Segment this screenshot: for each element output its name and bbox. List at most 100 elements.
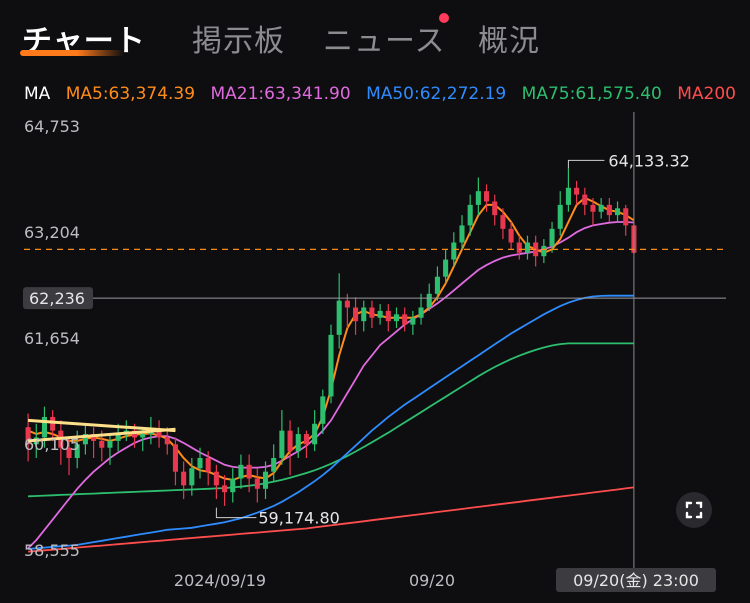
- candle-body: [181, 471, 187, 486]
- price-axis-label: 58,555: [24, 541, 80, 560]
- chart-labels: 64,753 63,204 61,654 60,105 58,555 2024/09/19…: [24, 117, 455, 590]
- candle-body: [557, 204, 563, 229]
- candle-body: [541, 245, 547, 257]
- candlestick-chart[interactable]: 62,236 64,133.32 59,174.80 09/20(金) 23:00 6…: [0, 112, 750, 603]
- candle-body: [475, 191, 481, 205]
- price-axis-label: 60,105: [24, 435, 80, 454]
- candle-body: [271, 457, 277, 472]
- high-annotation-line: [567, 159, 605, 169]
- candle-body: [295, 434, 301, 452]
- ma-legend-ma21: MA21:63,341.90: [210, 84, 351, 104]
- candle-body: [287, 430, 293, 452]
- candle-body: [246, 464, 252, 479]
- ma-legend-ma75: MA75:61,575.40: [521, 84, 662, 104]
- candle-body: [467, 204, 473, 226]
- ma-legend-prefix: MA: [24, 84, 51, 104]
- candle-body: [500, 215, 506, 229]
- candle-body: [385, 310, 391, 322]
- candle-body: [336, 300, 342, 335]
- ma-legend[interactable]: MA MA5:63,374.39 MA21:63,341.90 MA50:62,…: [24, 84, 746, 106]
- candle-body: [172, 444, 178, 472]
- candle-body: [140, 434, 146, 438]
- price-axis-label: 64,753: [24, 117, 80, 136]
- fullscreen-button[interactable]: [676, 492, 712, 528]
- candle-body: [66, 447, 72, 458]
- candle-body: [197, 457, 203, 469]
- candle-body: [230, 478, 236, 493]
- tab-overview[interactable]: 概況: [478, 24, 540, 59]
- candle-body: [459, 225, 465, 243]
- candle-body: [606, 204, 612, 216]
- current-price-box: [23, 287, 93, 310]
- price-axis-label: 61,654: [24, 329, 80, 348]
- candle-body: [492, 201, 498, 216]
- ma50-line: [28, 294, 634, 550]
- candle-body: [484, 191, 490, 202]
- candle-body: [443, 259, 449, 277]
- candle-body: [156, 430, 162, 438]
- x-axis-label: 09/20: [409, 571, 455, 590]
- candle-body: [262, 471, 269, 489]
- candle-body: [623, 208, 629, 226]
- x-axis-label: 2024/09/19: [174, 571, 266, 590]
- ma21-line: [27, 221, 634, 549]
- candle-body: [320, 396, 326, 424]
- candle-body: [279, 430, 285, 458]
- candle-body: [99, 440, 105, 448]
- candle-body: [369, 307, 375, 318]
- tab-news[interactable]: ニュース: [323, 24, 446, 59]
- candle-body: [508, 228, 514, 243]
- candle-body: [353, 307, 359, 322]
- chart-overlay: 62,236 64,133.32 59,174.80 09/20(金) 23:00: [23, 112, 726, 592]
- trendline-lower: [27, 427, 176, 443]
- high-annotation-label: 64,133.32: [608, 151, 689, 170]
- candle-body: [426, 293, 432, 308]
- candle-body: [189, 468, 195, 486]
- ma-legend-ma5: MA5:63,374.39: [65, 84, 196, 104]
- candle-body: [41, 416, 48, 438]
- candle-body: [205, 457, 211, 472]
- price-axis-label: 63,204: [24, 223, 80, 242]
- news-notification-dot: [439, 13, 449, 23]
- candle-body: [434, 276, 440, 294]
- candle-body: [598, 204, 604, 212]
- candle-body: [91, 434, 97, 441]
- candles: [25, 168, 637, 506]
- candle-body: [516, 242, 522, 253]
- candle-body: [418, 307, 424, 318]
- candle-body: [393, 314, 400, 322]
- current-price-label: 62,236: [29, 289, 85, 308]
- candle-body: [328, 334, 334, 397]
- candle-body: [565, 187, 571, 205]
- expand-icon: [685, 501, 703, 519]
- low-annotation-label: 59,174.80: [258, 509, 339, 528]
- ma200-line: [28, 486, 635, 553]
- candle-body: [549, 228, 555, 246]
- candle-body: [361, 307, 367, 322]
- trendline-upper: [27, 418, 176, 433]
- candle-body: [344, 300, 350, 308]
- candle-body: [131, 430, 138, 438]
- candle-body: [222, 485, 228, 493]
- candle-body: [238, 464, 244, 479]
- candle-body: [164, 437, 170, 445]
- crosshair-time-label: 09/20(金) 23:00: [573, 571, 699, 590]
- active-tab-indicator: [20, 50, 124, 56]
- crosshair-time-box: [556, 568, 716, 592]
- tab-board[interactable]: 掲示板: [192, 24, 285, 59]
- ma-legend-ma200: MA200: [677, 84, 736, 104]
- ma-lines: [27, 196, 635, 553]
- candle-body: [254, 478, 260, 489]
- candle-body: [377, 310, 383, 318]
- candle-body: [115, 434, 121, 441]
- candle-body: [582, 194, 588, 205]
- candle-body: [451, 242, 457, 260]
- candle-body: [524, 242, 531, 253]
- candle-body: [213, 471, 219, 486]
- candle-body: [107, 440, 113, 448]
- candle-body: [25, 427, 31, 445]
- candle-body: [303, 434, 309, 445]
- ma-legend-ma50: MA50:62,272.19: [366, 84, 507, 104]
- candle-body: [74, 444, 80, 458]
